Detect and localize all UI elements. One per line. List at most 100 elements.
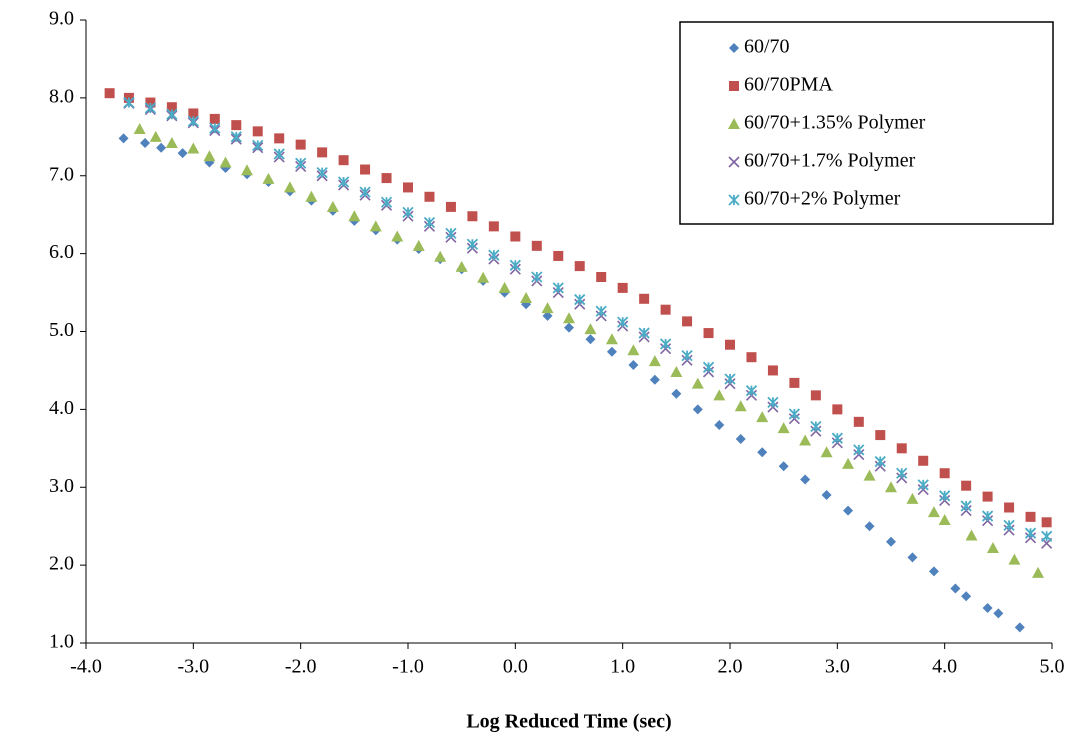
legend-marker: [728, 194, 740, 206]
y-tick-label: 1.0: [49, 631, 74, 653]
point: [832, 404, 843, 415]
point: [659, 338, 672, 350]
point: [467, 211, 478, 222]
point: [1004, 502, 1015, 513]
x-tick-label: 5.0: [1040, 656, 1065, 678]
x-tick-label: 3.0: [825, 656, 850, 678]
point: [1008, 553, 1021, 565]
legend-box: [679, 21, 1054, 225]
point: [140, 138, 151, 149]
point: [1040, 530, 1053, 542]
legend-marker: [729, 43, 739, 53]
point: [810, 390, 821, 401]
point: [691, 377, 704, 389]
legend-label: 60/70+1.35% Polymer: [744, 112, 926, 134]
point: [563, 312, 575, 324]
series: [133, 123, 1045, 578]
point: [326, 200, 339, 212]
point: [917, 479, 929, 491]
y-tick-label: 3.0: [49, 475, 74, 497]
point: [757, 447, 768, 458]
point: [412, 239, 425, 251]
y-tick-label: 8.0: [49, 85, 74, 107]
series: [104, 88, 1052, 528]
point: [660, 304, 671, 315]
point: [595, 305, 607, 317]
point: [939, 468, 950, 479]
point: [746, 352, 757, 363]
legend-label: 60/70PMA: [744, 74, 833, 96]
point: [104, 88, 115, 99]
series: [123, 97, 1053, 549]
point: [885, 481, 897, 493]
point: [338, 155, 349, 166]
point: [1014, 622, 1025, 633]
point: [843, 505, 854, 516]
point: [853, 416, 864, 427]
point: [965, 529, 978, 541]
point: [359, 186, 371, 198]
point: [274, 133, 285, 144]
point: [1032, 566, 1045, 578]
point: [542, 310, 553, 321]
x-tick-label: 1.0: [610, 656, 635, 678]
point: [337, 176, 350, 188]
point: [574, 293, 586, 306]
point: [187, 115, 199, 127]
point: [488, 249, 500, 261]
point: [681, 350, 693, 362]
point: [541, 302, 554, 314]
point: [810, 420, 822, 433]
point: [617, 316, 629, 328]
y-tick-label: 9.0: [49, 8, 74, 30]
point: [874, 455, 886, 468]
point: [627, 344, 640, 356]
point: [596, 271, 607, 282]
point: [402, 206, 414, 218]
point: [585, 334, 596, 345]
legend-marker: [729, 81, 739, 91]
point: [360, 164, 371, 175]
point: [649, 374, 660, 385]
legend-marker: [728, 118, 740, 129]
x-tick-label: 4.0: [932, 656, 957, 678]
point: [231, 120, 242, 131]
point: [241, 164, 253, 176]
point: [369, 220, 382, 232]
point: [735, 433, 746, 444]
point: [682, 316, 693, 327]
point: [918, 455, 929, 466]
point: [961, 480, 972, 491]
series: [123, 96, 1053, 542]
point: [434, 250, 447, 262]
point: [778, 461, 789, 472]
point: [252, 126, 263, 137]
point: [445, 227, 457, 240]
point: [896, 443, 907, 454]
point: [531, 240, 542, 251]
legend-label: 60/70: [744, 36, 790, 58]
point: [118, 133, 129, 144]
point: [1003, 519, 1015, 532]
point: [553, 250, 564, 261]
point: [648, 355, 661, 367]
point: [262, 172, 275, 184]
point: [165, 137, 178, 149]
point: [156, 142, 167, 153]
point: [927, 506, 940, 518]
point: [820, 446, 833, 458]
point: [133, 123, 146, 135]
point: [703, 328, 714, 339]
point: [638, 327, 650, 339]
point: [316, 166, 328, 179]
point: [725, 339, 735, 350]
point: [670, 365, 683, 377]
point: [906, 492, 919, 504]
point: [455, 260, 468, 272]
point: [305, 190, 318, 202]
point: [381, 173, 392, 184]
point: [584, 323, 597, 335]
point: [617, 282, 628, 293]
point: [981, 510, 994, 522]
